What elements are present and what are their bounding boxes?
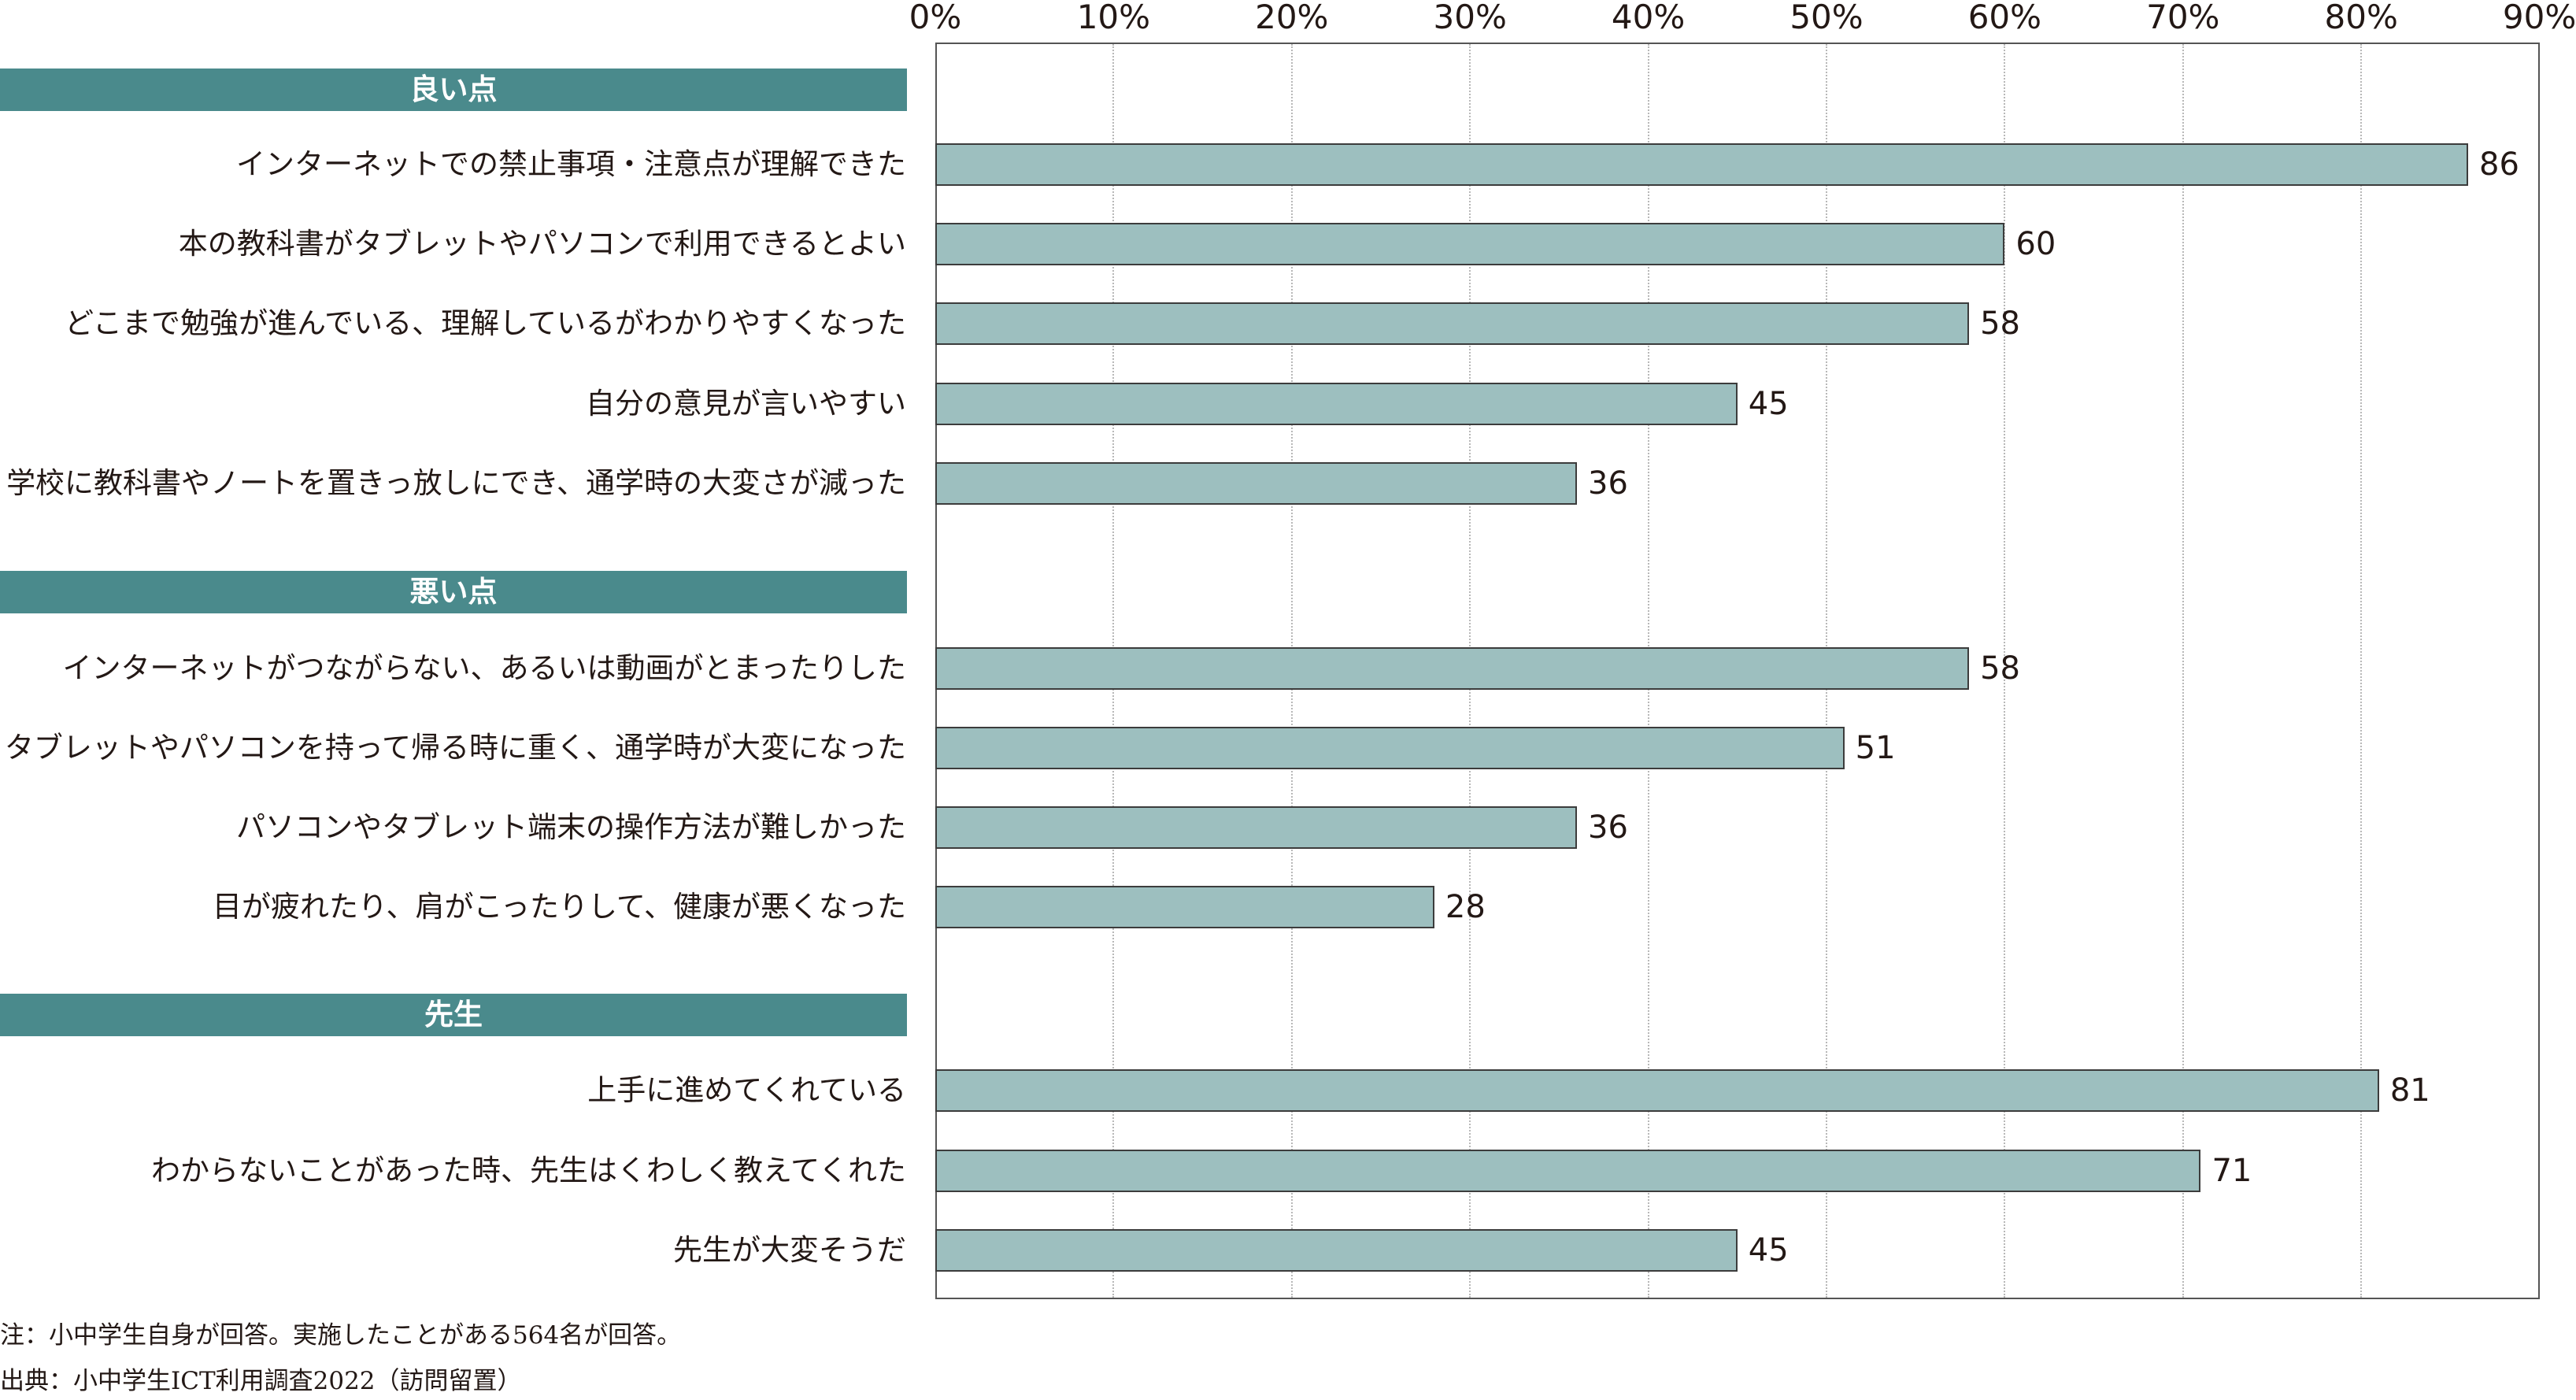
value-label: 81 (2389, 1072, 2430, 1109)
value-label: 58 (1980, 650, 2021, 687)
value-label: 36 (1588, 465, 1628, 502)
category-label: インターネットがつながらない、あるいは動画がとまったりした (62, 651, 906, 685)
bar (935, 223, 2005, 265)
bar (935, 806, 1578, 849)
category-label: わからないことがあった時、先生はくわしく教えてくれた (150, 1154, 906, 1187)
gridline (2004, 44, 2006, 1298)
x-tick-label: 70% (2146, 0, 2220, 36)
bar (935, 302, 1970, 345)
value-label: 45 (1748, 1232, 1789, 1269)
value-label: 71 (2211, 1153, 2252, 1189)
x-tick-label: 80% (2324, 0, 2398, 36)
x-tick-label: 50% (1790, 0, 1864, 36)
x-tick-label: 40% (1611, 0, 1686, 36)
value-label: 60 (2015, 226, 2056, 262)
x-tick-label: 60% (1967, 0, 2042, 36)
bar (935, 1069, 2379, 1112)
bar (935, 143, 2469, 186)
category-label: インターネットでの禁止事項・注意点が理解できた (236, 147, 906, 181)
gridline (2360, 44, 2363, 1298)
value-label: 86 (2479, 146, 2519, 183)
section-header: 悪い点 (0, 571, 907, 613)
category-label: タブレットやパソコンを持って帰る時に重く、通学時が大変になった (4, 731, 906, 765)
gridline (2182, 44, 2184, 1298)
value-label: 51 (1855, 730, 1896, 766)
category-label: 上手に進めてくれている (587, 1073, 906, 1107)
bar (935, 1229, 1738, 1272)
category-label: 学校に教科書やノートを置きっ放しにでき、通学時の大変さが減った (6, 466, 906, 500)
category-label: 本の教科書がタブレットやパソコンで利用できるとよい (178, 227, 906, 261)
section-header: 良い点 (0, 69, 907, 111)
x-tick-label: 90% (2502, 0, 2576, 36)
value-label: 28 (1445, 889, 1486, 925)
bar (935, 462, 1578, 505)
x-tick-label: 10% (1076, 0, 1151, 36)
x-tick-label: 0% (909, 0, 962, 36)
bar (935, 886, 1434, 928)
bar (935, 1150, 2201, 1192)
x-tick-label: 20% (1255, 0, 1329, 36)
category-label: 目が疲れたり、肩がこったりして、健康が悪くなった (213, 890, 906, 924)
category-label: 自分の意見が言いやすい (586, 387, 906, 420)
category-label: 先生が大変そうだ (673, 1233, 906, 1267)
bar (935, 647, 1970, 690)
section-header: 先生 (0, 994, 907, 1036)
source-note: 出典：小中学生ICT利用調査2022（訪問留置） (0, 1367, 522, 1395)
bar (935, 383, 1738, 425)
bar (935, 727, 1845, 769)
value-label: 36 (1588, 809, 1628, 846)
category-label: パソコンやタブレット端末の操作方法が難しかった (236, 810, 906, 844)
category-label: どこまで勉強が進んでいる、理解しているがわかりやすくなった (65, 306, 906, 340)
value-label: 45 (1748, 386, 1789, 422)
x-tick-label: 30% (1433, 0, 1507, 36)
footnote: 注：小中学生自身が回答。実施したことがある564名が回答。 (0, 1321, 682, 1350)
value-label: 58 (1980, 306, 2021, 342)
